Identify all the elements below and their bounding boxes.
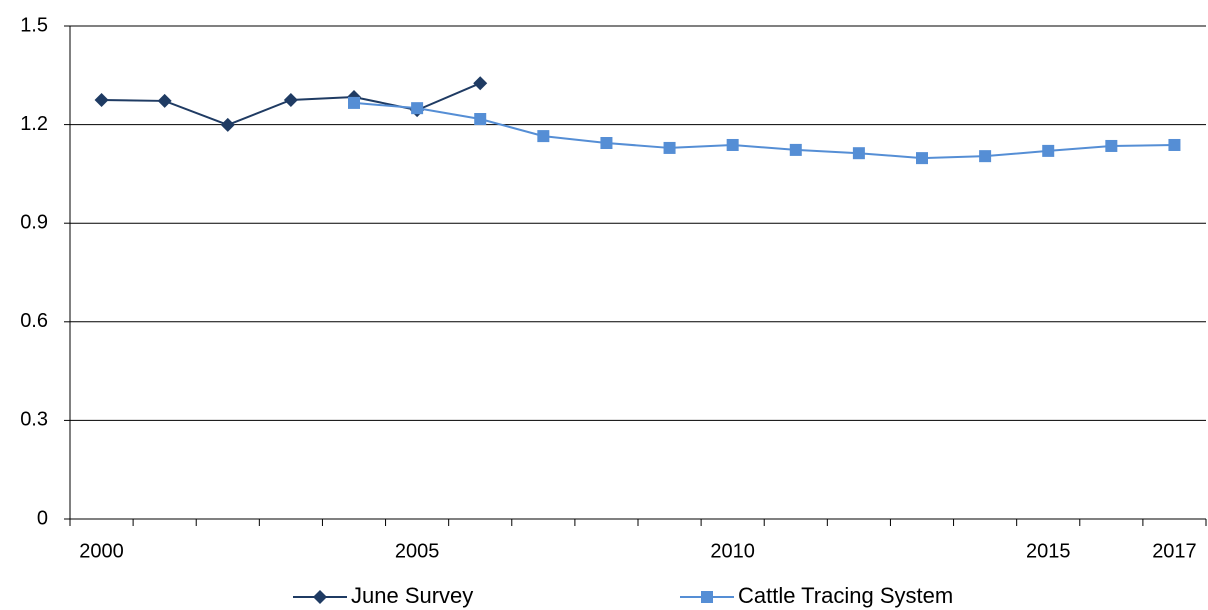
- y-tick-label: 1.5: [20, 14, 48, 36]
- x-tick-label: 2017: [1152, 540, 1197, 562]
- marker: [1168, 138, 1181, 151]
- marker: [220, 117, 235, 132]
- x-tick-label: 2005: [395, 540, 440, 562]
- marker: [916, 152, 928, 165]
- marker: [1042, 144, 1055, 157]
- x-tick-label: 2015: [1026, 540, 1071, 562]
- marker: [411, 102, 424, 115]
- marker: [726, 138, 739, 151]
- marker: [537, 130, 550, 143]
- marker: [663, 141, 676, 154]
- y-tick-label: 1.2: [20, 113, 48, 135]
- series-line: [353, 101, 1175, 160]
- y-tick-label: 0: [37, 507, 48, 529]
- marker: [348, 96, 360, 109]
- marker: [94, 92, 109, 107]
- legend-marker: [313, 590, 327, 604]
- marker: [979, 150, 992, 163]
- marker: [789, 143, 802, 156]
- y-tick-label: 0.3: [20, 409, 48, 431]
- marker: [283, 92, 298, 107]
- legend-marker: [701, 591, 713, 603]
- legend-label: June Survey: [351, 583, 473, 608]
- marker: [1105, 139, 1118, 152]
- x-tick-label: 2010: [710, 540, 755, 562]
- marker: [852, 147, 865, 160]
- x-tick-label: 2000: [79, 540, 124, 562]
- legend-label: Cattle Tracing System: [738, 583, 953, 608]
- marker: [600, 137, 613, 150]
- marker: [157, 93, 172, 108]
- y-tick-label: 0.9: [20, 211, 48, 233]
- y-tick-label: 0.6: [20, 310, 48, 332]
- marker: [474, 113, 487, 126]
- marker: [473, 76, 488, 91]
